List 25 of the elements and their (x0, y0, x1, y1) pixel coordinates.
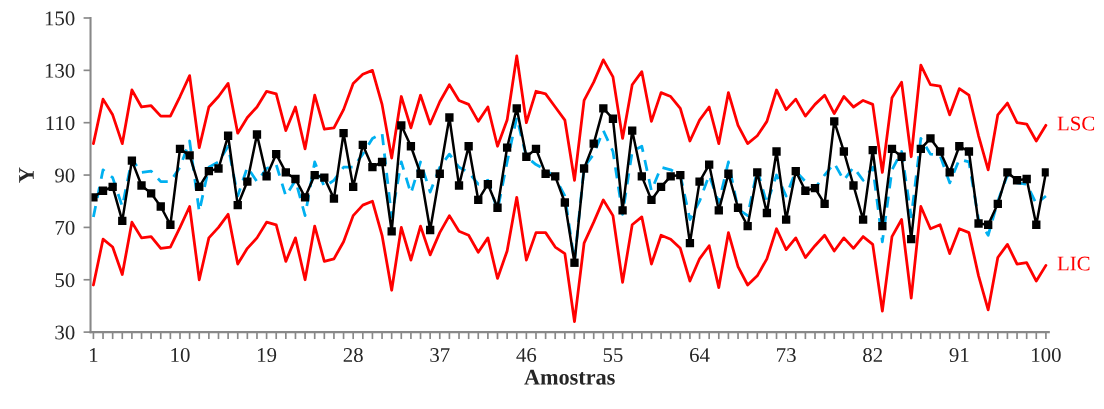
y-tick-label: 70 (55, 220, 75, 235)
series-label: LIC (1057, 256, 1090, 271)
y-tick-label: 110 (46, 116, 75, 131)
x-tick-label: 19 (258, 348, 277, 363)
line-series (92, 54, 1048, 182)
y-tick-label: 150 (45, 11, 75, 26)
x-tick-label: 100 (1032, 347, 1061, 363)
x-tick-label: 64 (690, 348, 710, 363)
series-label: LSC (1057, 116, 1095, 131)
x-tick-label: 46 (516, 348, 537, 363)
x-tick-label: 82 (863, 347, 882, 363)
line-series (92, 195, 1048, 324)
y-tick-label: 50 (55, 273, 75, 288)
x-tick-label: 10 (171, 347, 190, 363)
x-tick-label: 73 (777, 348, 796, 363)
x-tick-label: 28 (343, 347, 363, 363)
x-tick-label: 91 (949, 348, 969, 363)
y-axis-title: Y (19, 167, 34, 183)
y-tick-label: 30 (55, 325, 75, 340)
x-tick-label: 1 (90, 348, 98, 362)
x-tick-label: 37 (430, 348, 450, 363)
x-axis-title: Amostras (524, 369, 615, 385)
y-tick-label: 130 (45, 63, 75, 78)
x-tick-label: 55 (603, 348, 623, 363)
y-tick-label: 90 (55, 168, 75, 183)
